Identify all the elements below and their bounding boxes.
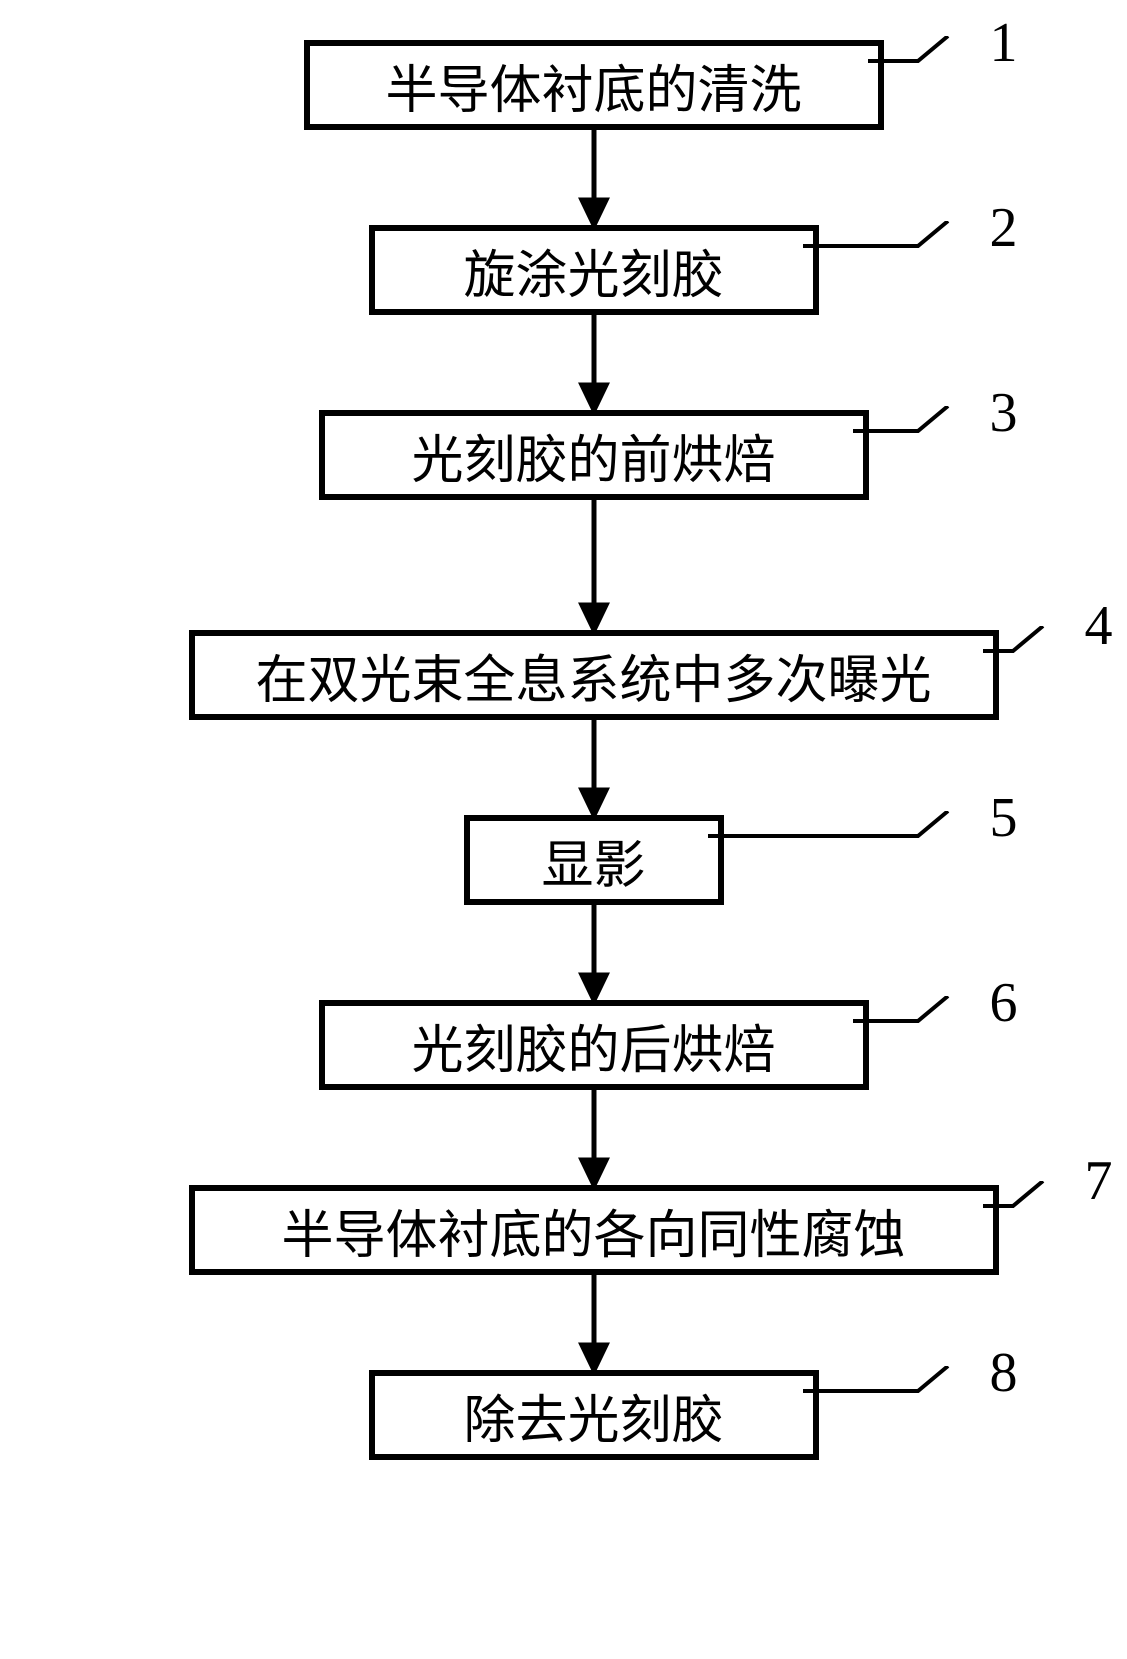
arrow-down-icon [574,905,614,1000]
leader-line-icon [853,406,978,466]
step-number: 3 [990,381,1018,445]
step-text: 光刻胶的前烘焙 [411,418,775,493]
step-number: 6 [990,971,1018,1035]
step-container: 光刻胶的前烘焙 3 [319,410,869,630]
step-container: 显影 5 [464,815,724,1000]
step-number: 4 [1085,594,1113,658]
leader-line-icon [803,221,978,281]
step-text: 显影 [541,823,645,898]
leader-line-icon [708,811,978,871]
leader-line-icon [983,626,1068,686]
arrow-down-icon [574,130,614,225]
step-number: 5 [990,786,1018,850]
step-text: 半导体衬底的各向同性腐蚀 [281,1193,905,1268]
leader-line-icon [803,1366,978,1426]
step-container: 半导体衬底的清洗 1 [304,40,884,225]
arrow-container [189,1275,999,1370]
step-number: 8 [990,1341,1018,1405]
step-container: 半导体衬底的各向同性腐蚀 7 [189,1185,999,1370]
step-box-4: 在双光束全息系统中多次曝光 4 [189,630,999,720]
leader-line-icon [983,1181,1068,1241]
step-text: 半导体衬底的清洗 [385,48,801,123]
arrow-down-icon [574,1090,614,1185]
step-number: 7 [1085,1149,1113,1213]
flowchart-container: 半导体衬底的清洗 1 旋涂光刻胶 2 [0,0,1127,1460]
step-container: 除去光刻胶 8 [369,1370,819,1460]
step-text: 旋涂光刻胶 [463,233,723,308]
leader-line-icon [853,996,978,1056]
step-number: 1 [990,11,1018,75]
step-container: 在双光束全息系统中多次曝光 4 [189,630,999,815]
step-box-5: 显影 5 [464,815,724,905]
arrow-container [464,905,724,1000]
step-text: 光刻胶的后烘焙 [411,1008,775,1083]
step-box-1: 半导体衬底的清洗 1 [304,40,884,130]
arrow-container [319,1090,869,1185]
step-container: 旋涂光刻胶 2 [369,225,819,410]
step-number: 2 [990,196,1018,260]
step-box-7: 半导体衬底的各向同性腐蚀 7 [189,1185,999,1275]
arrow-container [319,500,869,630]
step-box-2: 旋涂光刻胶 2 [369,225,819,315]
step-box-8: 除去光刻胶 8 [369,1370,819,1460]
arrow-down-icon [574,1275,614,1370]
leader-line-icon [868,36,978,96]
arrow-container [304,130,884,225]
arrow-down-icon [574,500,614,630]
step-text: 在双光束全息系统中多次曝光 [255,638,931,713]
step-box-6: 光刻胶的后烘焙 6 [319,1000,869,1090]
arrow-down-icon [574,315,614,410]
step-box-3: 光刻胶的前烘焙 3 [319,410,869,500]
arrow-container [189,720,999,815]
step-container: 光刻胶的后烘焙 6 [319,1000,869,1185]
arrow-container [369,315,819,410]
arrow-down-icon [574,720,614,815]
step-text: 除去光刻胶 [463,1378,723,1453]
